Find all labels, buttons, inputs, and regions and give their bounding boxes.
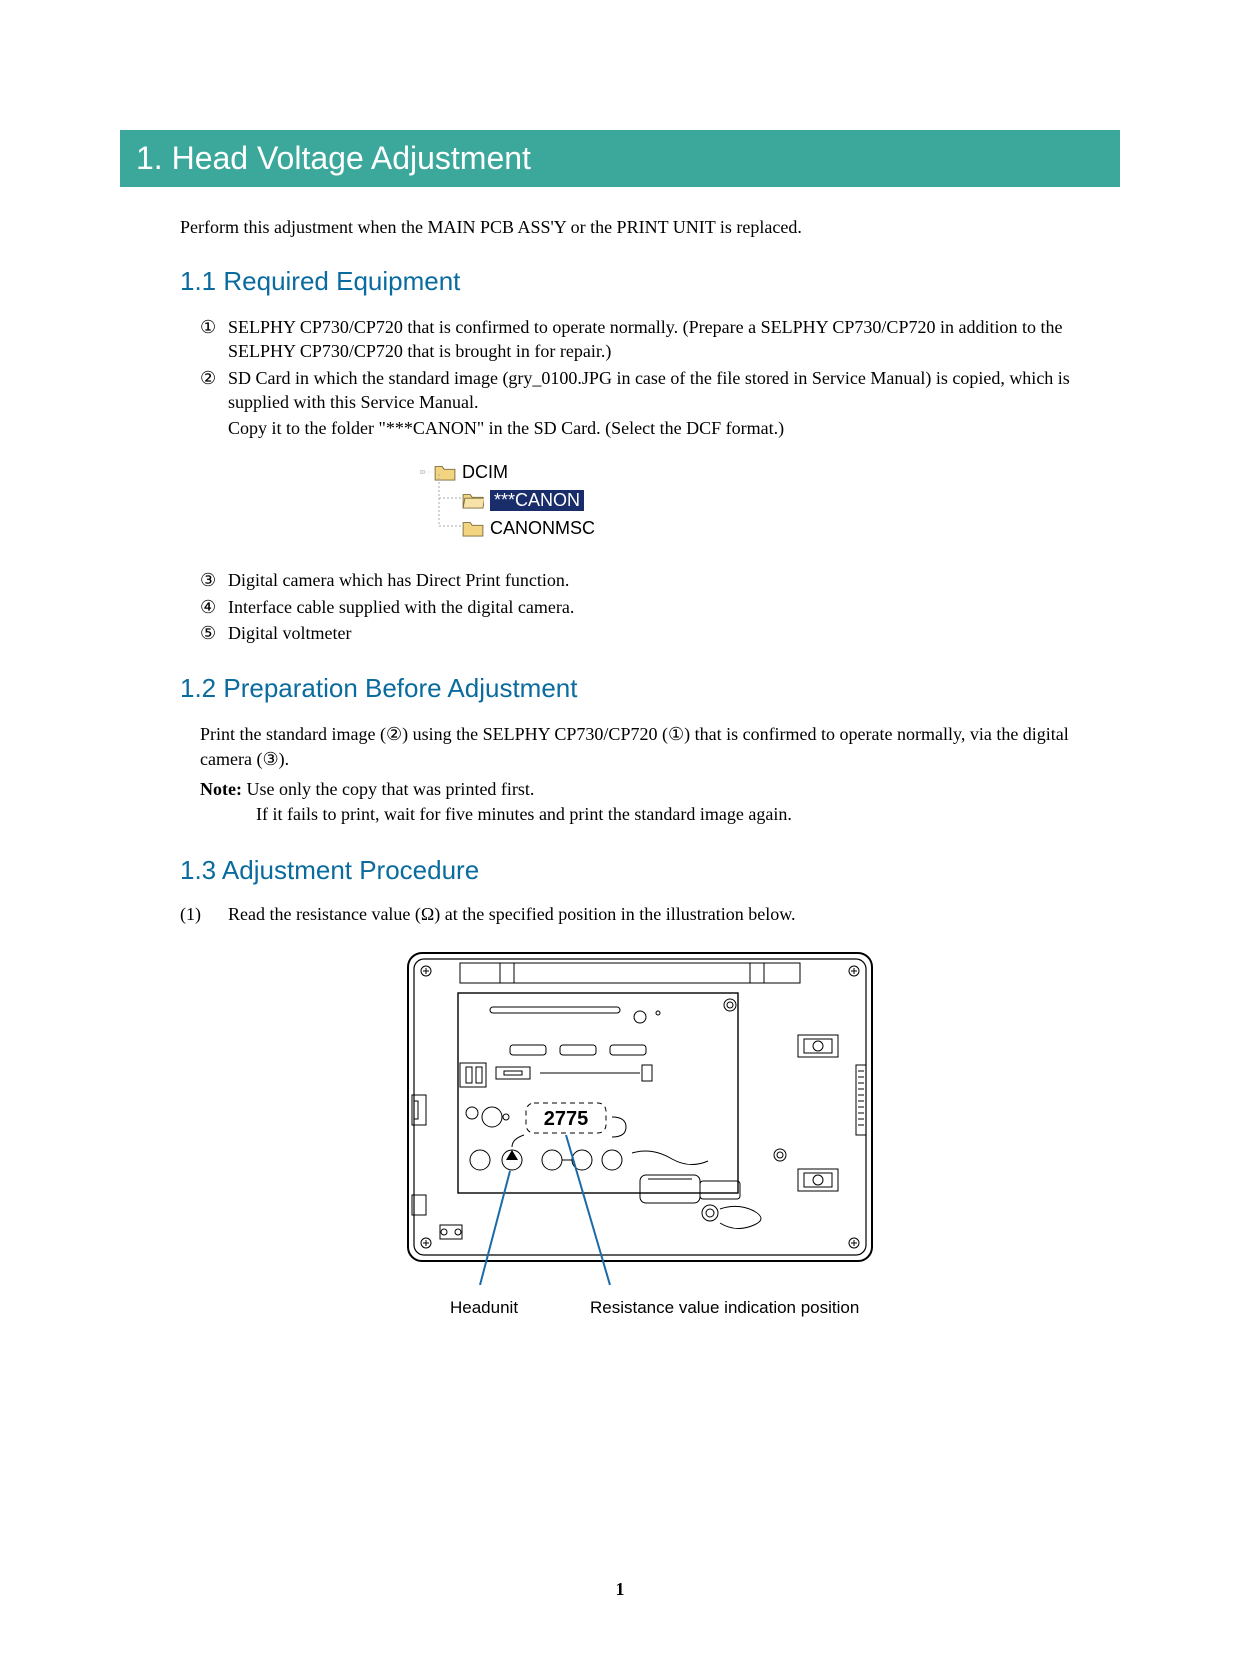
list-marker: ④ [200,595,228,619]
note-line: If it fails to print, wait for five minu… [256,802,1120,827]
subsection-1-3-title: 1.3 Adjustment Procedure [180,855,1120,886]
diagram-label-resistance: Resistance value indication position [590,1298,859,1318]
list-item: ⑤ Digital voltmeter [200,621,1100,645]
subsection-1-1-title: 1.1 Required Equipment [180,266,1120,297]
list-marker: ③ [200,568,228,592]
tree-line-icon [436,502,466,530]
tree-line-icon [436,474,466,502]
folder-label-highlighted: ***CANON [490,490,584,511]
list-marker: ⑤ [200,621,228,645]
list-marker: ② [200,366,228,415]
list-item: ② SD Card in which the standard image (g… [200,366,1100,415]
list-content: SELPHY CP730/CP720 that is confirmed to … [228,315,1100,364]
note-block: Note: Use only the copy that was printed… [200,777,1120,827]
procedure-text: Read the resistance value (Ω) at the spe… [228,904,1120,925]
list-content: Digital voltmeter [228,621,1100,645]
resistance-value-text: 2775 [544,1108,589,1130]
arrow-up-icon [506,1150,518,1160]
intro-paragraph: Perform this adjustment when the MAIN PC… [180,217,1120,238]
diagram-label-headunit: Headunit [450,1298,570,1318]
list-item: ④ Interface cable supplied with the digi… [200,595,1100,619]
required-equipment-list: ① SELPHY CP730/CP720 that is confirmed t… [200,315,1100,440]
procedure-number: (1) [180,904,228,925]
list-content: SD Card in which the standard image (gry… [228,366,1100,415]
list-item: ① SELPHY CP730/CP720 that is confirmed t… [200,315,1100,364]
note-label: Note: [200,779,242,799]
list-marker: ① [200,315,228,364]
list-item: ③ Digital camera which has Direct Print … [200,568,1100,592]
folder-tree-diagram: DCIM ***CANON CANONMSC [420,458,680,542]
device-illustration: 2775 [400,945,1120,1318]
folder-label: CANONMSC [490,518,595,539]
tree-expand-icon [420,462,434,482]
pointer-line [566,1135,610,1285]
folder-child: CANONMSC [420,514,680,542]
item-subline: Copy it to the folder "***CANON" in the … [228,416,1100,440]
note-line: Use only the copy that was printed first… [246,779,534,799]
required-equipment-list-cont: ③ Digital camera which has Direct Print … [200,568,1100,645]
subsection-1-2-title: 1.2 Preparation Before Adjustment [180,673,1120,704]
prep-paragraph: Print the standard image (②) using the S… [200,722,1100,771]
diagram-labels: Headunit Resistance value indication pos… [400,1298,1120,1318]
list-content: Interface cable supplied with the digita… [228,595,1100,619]
folder-label: DCIM [462,462,508,483]
page-number: 1 [0,1579,1240,1600]
pointer-line [480,1171,510,1285]
procedure-step: (1) Read the resistance value (Ω) at the… [180,904,1120,925]
list-content: Digital camera which has Direct Print fu… [228,568,1100,592]
section-title: 1. Head Voltage Adjustment [120,130,1120,187]
